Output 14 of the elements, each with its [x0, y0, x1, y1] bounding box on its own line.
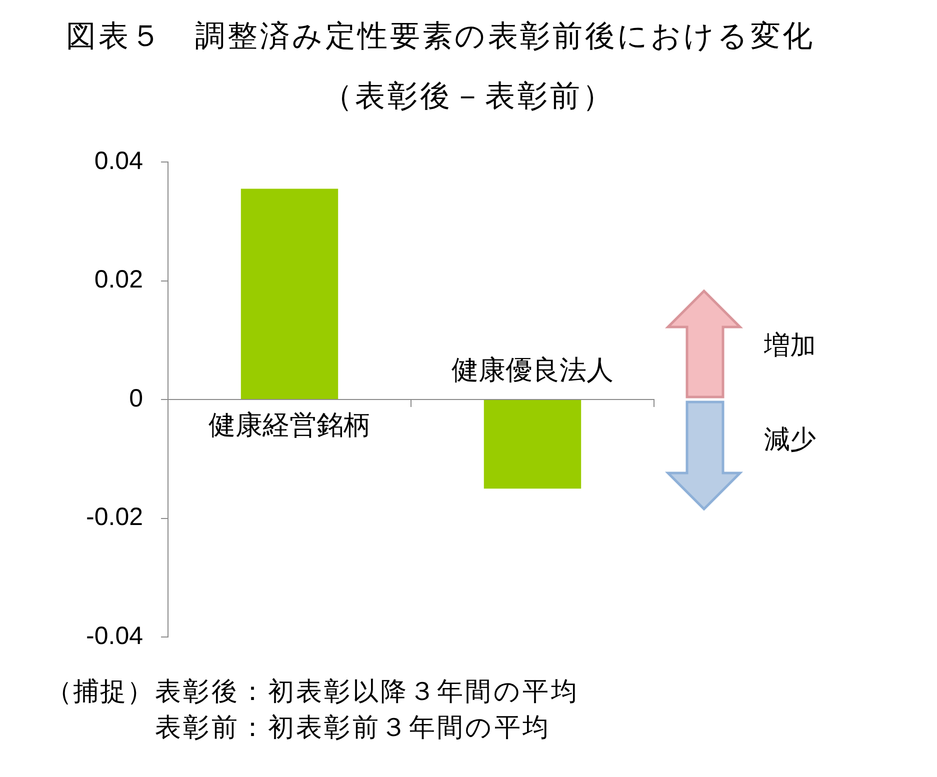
text: 表彰前：初表彰前３年間の平均: [155, 713, 551, 744]
text: 表彰後：初表彰以降３年間の平均: [155, 677, 579, 708]
chart-subtitle: （表彰後－表彰前）: [321, 79, 616, 115]
y-tick-label: -0.02: [86, 503, 143, 532]
y-tick-label: 0.02: [94, 266, 143, 294]
x-tick-label: 健康経営銘柄: [208, 410, 370, 442]
y-tick-label: 0: [129, 384, 143, 412]
x-tick-label: 健康優良法人: [452, 355, 614, 386]
text: 増加: [764, 331, 816, 362]
y-tick-label: 0.04: [94, 146, 144, 175]
y-tick-label: -0.04: [86, 622, 144, 650]
text: 減少: [764, 425, 816, 456]
text: （捕捉）: [46, 677, 154, 708]
chart-title: 図表５ 調整済み定性要素の表彰前後における変化: [66, 19, 815, 55]
